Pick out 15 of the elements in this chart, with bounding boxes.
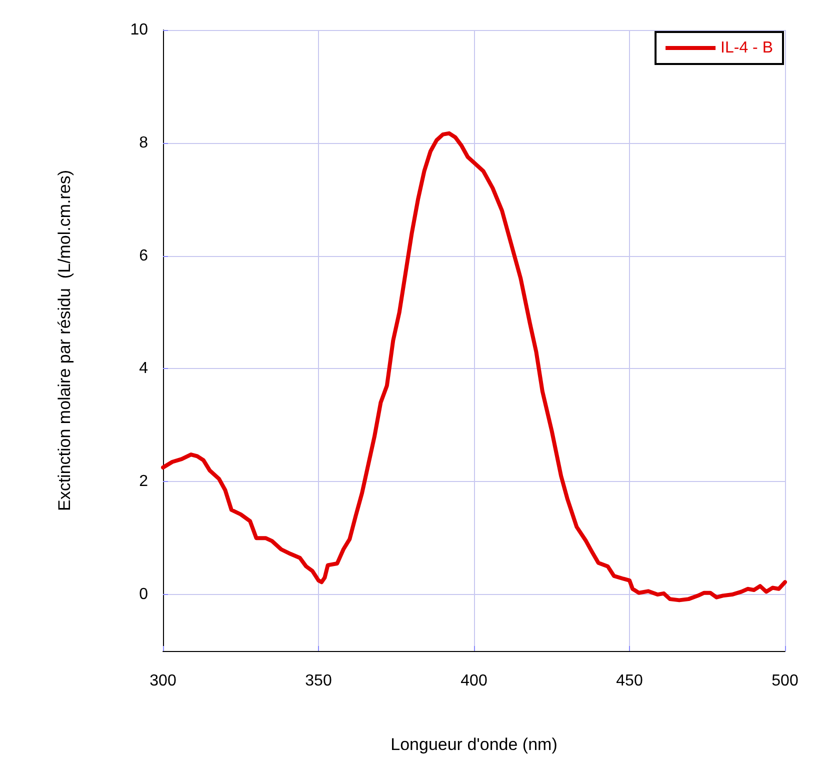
x-tick-label: 500 [772, 672, 798, 690]
x-tick-label: 450 [616, 672, 643, 690]
y-tick-label: 4 [139, 360, 148, 378]
y-tick-label: 10 [130, 22, 148, 38]
legend-label: IL-4 - B [720, 40, 774, 56]
y-tick-label: 8 [139, 134, 148, 152]
y-axis-title: Exctinction molaire par résidu (L/mol.cm.res) [55, 170, 74, 512]
x-axis-title: Longueur d'onde (nm) [390, 735, 558, 754]
x-tick-label: 350 [305, 672, 332, 690]
x-tick-label: 400 [460, 672, 488, 690]
y-tick-label: 2 [139, 473, 148, 490]
line-series [161, 131, 787, 602]
x-tick-label: 300 [150, 672, 176, 690]
y-tick-label: 0 [139, 586, 148, 604]
y-tick-label: 6 [139, 247, 148, 264]
